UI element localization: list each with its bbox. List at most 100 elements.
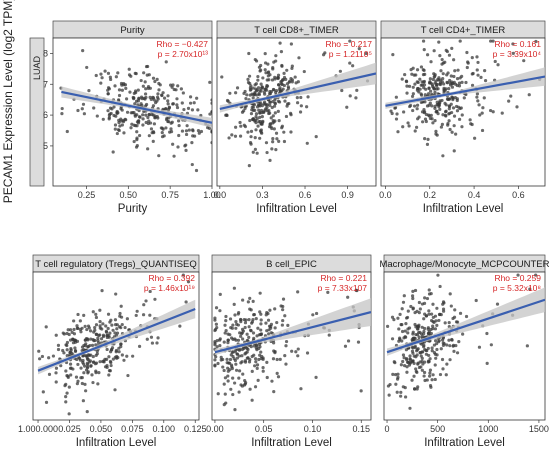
data-point <box>299 387 303 391</box>
data-point <box>84 389 88 393</box>
data-point <box>425 296 430 301</box>
data-point <box>117 88 122 92</box>
data-point <box>237 390 241 394</box>
data-point <box>408 358 413 362</box>
data-point <box>246 77 250 81</box>
data-point <box>146 85 151 89</box>
data-point <box>68 338 73 342</box>
p-value-label: p = 7.33x107 <box>318 283 368 293</box>
data-point <box>252 353 256 357</box>
data-point <box>298 110 303 114</box>
data-point <box>445 80 449 84</box>
data-point <box>92 106 96 110</box>
data-point <box>226 379 230 383</box>
data-point <box>119 326 123 330</box>
data-point <box>340 88 344 93</box>
data-point <box>248 307 252 311</box>
data-point <box>248 296 252 300</box>
data-point <box>356 340 361 344</box>
x-tick-label: 0.6 <box>299 190 312 200</box>
data-point <box>387 393 391 397</box>
data-point <box>182 107 186 112</box>
data-point <box>431 302 435 306</box>
data-point <box>93 362 97 366</box>
data-point <box>416 361 420 365</box>
data-point <box>44 325 48 329</box>
data-point <box>132 91 136 96</box>
x-tick-label: 0.6 <box>512 190 525 200</box>
data-point <box>297 56 301 60</box>
data-point <box>143 92 148 96</box>
data-point <box>166 102 170 106</box>
data-point <box>175 97 179 101</box>
data-point <box>275 320 279 325</box>
data-point <box>190 141 194 145</box>
data-point <box>306 95 310 99</box>
data-point <box>450 46 454 50</box>
data-point <box>128 90 132 94</box>
data-point <box>391 53 395 57</box>
data-point <box>233 358 237 363</box>
data-point <box>417 300 421 305</box>
data-point <box>452 58 456 62</box>
data-point <box>338 69 342 73</box>
data-point <box>443 321 447 325</box>
data-point <box>155 77 159 81</box>
x-tick-label: 0.075 <box>121 424 144 434</box>
data-point <box>465 65 469 70</box>
data-point <box>105 335 109 340</box>
data-point <box>190 108 195 112</box>
data-point <box>278 357 282 361</box>
data-point <box>273 102 277 106</box>
data-point <box>458 39 462 43</box>
data-point <box>263 68 267 72</box>
data-point <box>64 395 68 399</box>
x-axis-label: Infiltration Level <box>76 437 157 449</box>
data-point <box>258 310 262 314</box>
data-point <box>83 382 87 386</box>
data-point <box>402 356 406 360</box>
data-point <box>107 355 111 359</box>
data-point <box>246 80 251 85</box>
data-point <box>253 364 257 368</box>
x-tick-label: 0.050 <box>90 424 113 434</box>
data-point <box>435 323 439 327</box>
data-point <box>176 84 180 88</box>
data-point <box>453 308 457 312</box>
data-point <box>455 83 459 88</box>
data-point <box>141 117 145 121</box>
data-point <box>404 322 408 326</box>
data-point <box>151 96 156 100</box>
data-point <box>407 124 411 128</box>
data-point <box>214 306 219 310</box>
data-point <box>415 309 419 313</box>
data-point <box>103 357 107 361</box>
data-point <box>95 349 99 353</box>
data-point <box>427 113 431 117</box>
data-point <box>233 350 237 354</box>
data-point <box>72 338 77 342</box>
data-point <box>277 83 281 87</box>
panel-title: T cell CD4+_TIMER <box>421 25 506 36</box>
data-point <box>415 387 419 391</box>
data-point <box>428 81 432 85</box>
data-point <box>389 109 393 113</box>
data-point <box>54 380 58 384</box>
data-point <box>270 379 274 383</box>
data-point <box>253 147 257 151</box>
data-point <box>390 337 395 341</box>
data-point <box>286 85 290 89</box>
data-point <box>213 343 217 347</box>
data-point <box>411 296 415 301</box>
data-point <box>79 366 83 370</box>
data-point <box>271 140 275 144</box>
data-point <box>144 113 148 117</box>
data-point <box>419 354 423 358</box>
data-point <box>89 353 93 357</box>
data-point <box>435 347 439 352</box>
data-point <box>516 273 520 277</box>
data-point <box>423 312 427 316</box>
data-point <box>252 313 256 317</box>
data-point <box>282 83 286 88</box>
data-point <box>255 117 259 121</box>
